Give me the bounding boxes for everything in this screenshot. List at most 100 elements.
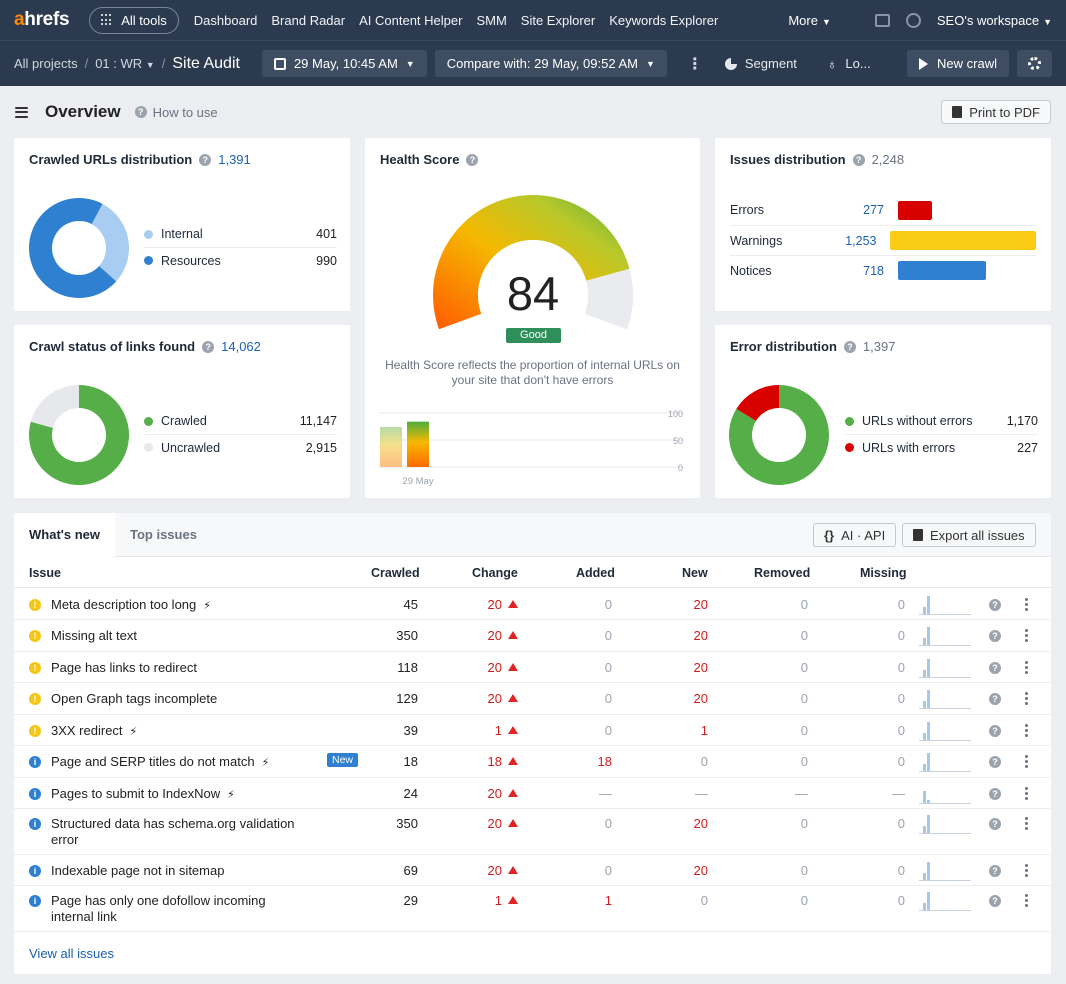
help-icon[interactable]: ?	[202, 340, 215, 353]
crawl-date-dropdown[interactable]: 29 May, 10:45 AM ▼	[261, 50, 427, 77]
table-row[interactable]: ! Open Graph tags incomplete 129 20 0 20 0 0?	[14, 683, 1051, 715]
more-vertical-icon[interactable]	[1025, 787, 1028, 800]
new-crawl-button[interactable]: New crawl	[907, 50, 1009, 77]
more-vertical-icon[interactable]	[1025, 629, 1028, 642]
help-icon[interactable]: ?	[852, 153, 865, 166]
donut-slice-0[interactable]	[91, 203, 129, 282]
help-icon[interactable]: ?	[989, 756, 1001, 768]
help-icon[interactable]: ?	[989, 630, 1001, 642]
table-row[interactable]: i Pages to submit to IndexNow ⚡ 24 20 — — — —?	[14, 778, 1051, 809]
issue-name[interactable]: Page has only one dofollow incoming inte…	[51, 893, 311, 925]
compare-dropdown[interactable]: Compare with: 29 May, 09:52 AM ▼	[434, 50, 667, 77]
lo-button[interactable]: ♁ Lo...	[827, 56, 871, 72]
nav-ai-content-helper[interactable]: AI Content Helper	[359, 12, 463, 28]
issues-row-errors[interactable]: Errors 277	[730, 195, 1036, 225]
table-row[interactable]: i Indexable page not in sitemap 69 20 0 20 0 0?	[14, 855, 1051, 886]
nav-more[interactable]: More ▼	[788, 13, 831, 28]
issue-name[interactable]: Open Graph tags incomplete	[51, 691, 351, 707]
nav-dashboard[interactable]: Dashboard	[193, 12, 258, 28]
tab-top-issues[interactable]: Top issues	[130, 527, 197, 542]
column-header-issue[interactable]: Issue	[29, 566, 61, 580]
nav-smm[interactable]: SMM	[476, 12, 507, 28]
issues-row-warnings[interactable]: Warnings 1,253	[730, 225, 1036, 255]
table-row[interactable]: i Page has only one dofollow incoming int…	[14, 886, 1051, 932]
help-icon[interactable]: ?	[989, 895, 1001, 907]
gauge-icon[interactable]	[905, 12, 921, 28]
help-icon[interactable]: ?	[989, 788, 1001, 800]
table-row[interactable]: ! 3XX redirect ⚡ 39 1 0 1 0 0?	[14, 715, 1051, 746]
nav-keywords-explorer[interactable]: Keywords Explorer	[609, 12, 719, 28]
mini-bar[interactable]	[380, 427, 402, 467]
legend-row-without-errors[interactable]: URLs without errors 1,170	[845, 408, 1038, 434]
help-icon[interactable]: ?	[989, 599, 1001, 611]
donut-slice-1[interactable]	[30, 385, 79, 428]
view-all-issues-link[interactable]: View all issues	[29, 946, 115, 961]
print-pdf-button[interactable]: Print to PDF	[941, 100, 1051, 124]
legend-row-internal[interactable]: Internal 401	[144, 221, 337, 247]
legend-row-resources[interactable]: Resources 990	[144, 247, 337, 273]
more-vertical-icon[interactable]	[1025, 692, 1028, 705]
issue-name[interactable]: 3XX redirect ⚡	[51, 723, 351, 740]
mini-bar[interactable]	[407, 421, 429, 467]
export-issues-button[interactable]: Export all issues	[902, 523, 1036, 547]
settings-button[interactable]	[1017, 50, 1052, 77]
column-header-new[interactable]: New	[682, 566, 708, 580]
more-vertical-icon[interactable]: ⋮	[686, 55, 703, 73]
legend-row-uncrawled[interactable]: Uncrawled 2,915	[144, 434, 337, 460]
table-row[interactable]: i Page and SERP titles do not match ⚡ New 18…	[14, 746, 1051, 778]
issue-name[interactable]: Pages to submit to IndexNow ⚡	[51, 786, 351, 803]
table-row[interactable]: ! Page has links to redirect 118 20 0 20 0 0?	[14, 652, 1051, 683]
workspace-menu[interactable]: SEO's workspace ▼	[937, 13, 1052, 28]
help-icon[interactable]: ?	[134, 106, 147, 118]
ai-api-button[interactable]: {} AI · API	[813, 523, 897, 547]
tab-whats-new[interactable]: What's new	[14, 513, 115, 558]
help-icon[interactable]: ?	[199, 153, 212, 166]
all-tools-button[interactable]: All tools	[89, 6, 179, 34]
issue-name[interactable]: Page has links to redirect	[51, 660, 351, 676]
more-vertical-icon[interactable]	[1025, 661, 1028, 674]
menu-icon[interactable]	[15, 106, 28, 118]
column-header-missing[interactable]: Missing	[860, 566, 907, 580]
donut-slice-0[interactable]	[29, 385, 129, 485]
column-header-crawled[interactable]: Crawled	[371, 566, 420, 580]
panel-icon[interactable]	[874, 13, 890, 27]
more-vertical-icon[interactable]	[1025, 894, 1028, 907]
nav-brand-radar[interactable]: Brand Radar	[271, 12, 346, 28]
crawled-urls-count[interactable]: 1,391	[218, 152, 251, 167]
help-icon[interactable]: ?	[989, 818, 1001, 830]
help-icon[interactable]: ?	[989, 725, 1001, 737]
breadcrumb-all-projects[interactable]: All projects	[14, 56, 78, 71]
help-icon[interactable]: ?	[989, 693, 1001, 705]
donut-slice-1[interactable]	[29, 198, 117, 298]
more-vertical-icon[interactable]	[1025, 864, 1028, 877]
nav-site-explorer[interactable]: Site Explorer	[520, 12, 596, 28]
segment-button[interactable]: Segment	[724, 56, 797, 71]
column-header-change[interactable]: Change	[472, 566, 518, 580]
issue-name[interactable]: Indexable page not in sitemap	[51, 863, 351, 879]
donut-slice-1[interactable]	[736, 385, 779, 421]
help-icon[interactable]: ?	[466, 153, 479, 166]
column-header-removed[interactable]: Removed	[754, 566, 811, 580]
help-icon[interactable]: ?	[989, 865, 1001, 877]
issue-name[interactable]: Missing alt text	[51, 628, 351, 644]
help-icon[interactable]: ?	[989, 662, 1001, 674]
issues-row-notices[interactable]: Notices 718	[730, 255, 1036, 285]
more-vertical-icon[interactable]	[1025, 724, 1028, 737]
column-header-added[interactable]: Added	[576, 566, 615, 580]
more-vertical-icon[interactable]	[1025, 598, 1028, 611]
legend-row-crawled[interactable]: Crawled 11,147	[144, 408, 337, 434]
issue-name[interactable]: Structured data has schema.org validatio…	[51, 816, 311, 848]
donut-slice-0[interactable]	[729, 385, 829, 485]
table-row[interactable]: i Structured data has schema.org validati…	[14, 809, 1051, 855]
crawl-status-count[interactable]: 14,062	[221, 339, 261, 354]
issue-name[interactable]: Meta description too long ⚡	[51, 597, 351, 614]
legend-row-with-errors[interactable]: URLs with errors 227	[845, 434, 1038, 460]
table-row[interactable]: ! Meta description too long ⚡ 45 20 0 20 0 0?	[14, 589, 1051, 620]
table-row[interactable]: ! Missing alt text 350 20 0 20 0 0?	[14, 620, 1051, 652]
more-vertical-icon[interactable]	[1025, 755, 1028, 768]
ahrefs-logo[interactable]: ahrefs	[14, 9, 70, 30]
help-icon[interactable]: ?	[843, 340, 856, 353]
breadcrumb-project[interactable]: 01 : WR ▼	[95, 56, 155, 71]
more-vertical-icon[interactable]	[1025, 817, 1028, 830]
how-to-use-link[interactable]: How to use	[152, 104, 218, 120]
